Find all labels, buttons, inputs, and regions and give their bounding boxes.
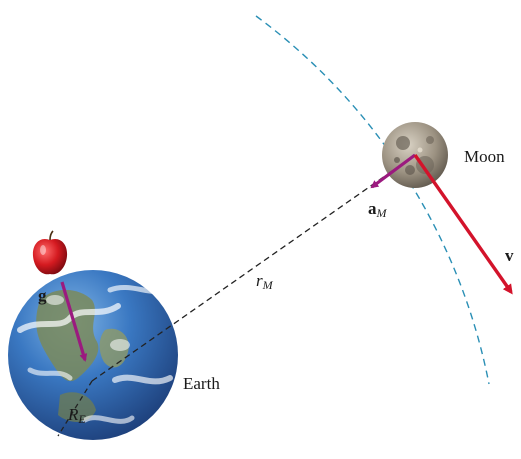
apple-icon — [32, 230, 68, 275]
earth-radius-subscript: E — [78, 412, 86, 426]
orbit-radius-label: rM — [256, 271, 273, 292]
moon-acceleration-arrow — [370, 153, 416, 189]
gravity-label: g — [38, 286, 47, 305]
velocity-arrow — [413, 154, 513, 295]
moon-label: Moon — [464, 147, 505, 166]
orbit-radius-subscript: M — [262, 278, 273, 292]
earth-radius-symbol: R — [68, 405, 79, 424]
velocity-label: v — [505, 246, 514, 265]
earth-radius-label: RE — [68, 405, 86, 426]
orbit-radius-line — [91, 154, 416, 382]
orbit-radius-symbol: r — [256, 271, 263, 290]
moon-acceleration-subscript: M — [376, 206, 387, 220]
moon-acceleration-symbol: a — [368, 199, 377, 218]
gravity-arrow — [60, 281, 88, 362]
earth-label: Earth — [183, 374, 220, 393]
earth-radius-line — [57, 380, 93, 437]
moon-icon — [382, 122, 448, 188]
earth-globe-icon — [8, 270, 178, 440]
moon-acceleration-label: aM — [368, 199, 387, 220]
